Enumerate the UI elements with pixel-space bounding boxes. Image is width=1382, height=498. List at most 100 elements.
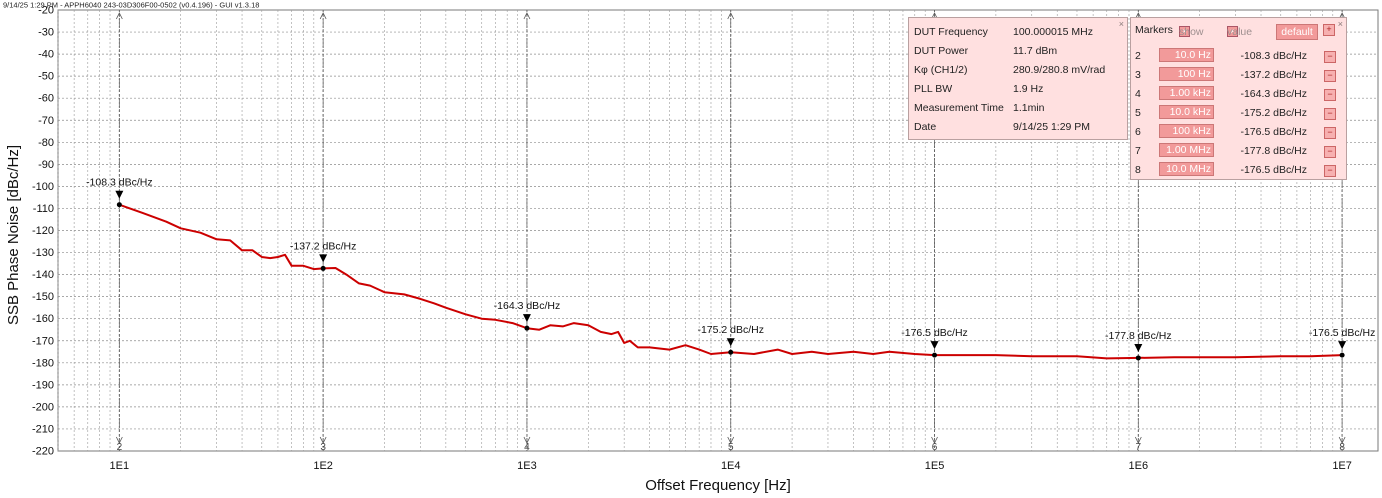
header-title: 9/14/25 1:29 PM - APPH6040 243-03D306F00…: [3, 1, 259, 10]
info-value: 100.000015 MHz: [1013, 26, 1093, 38]
x-tick-label: 1E2: [313, 460, 333, 472]
marker-value: -177.8 dBc/Hz: [1240, 145, 1307, 157]
marker-triangle[interactable]: [319, 254, 328, 263]
show-checkbox-icon[interactable]: ×: [1179, 26, 1190, 37]
marker-value-label: -175.2 dBc/Hz: [697, 324, 764, 336]
info-close-icon[interactable]: ×: [1118, 19, 1124, 29]
marker-frequency-input[interactable]: 100 kHz: [1159, 124, 1214, 138]
marker-value-label: -108.3 dBc/Hz: [86, 177, 153, 189]
markers-layer: -108.3 dBc/Hz -137.2 dBc/Hz -164.3 dBc/Hz -…: [86, 177, 1375, 361]
y-tick-label: -50: [38, 71, 54, 83]
marker-triangle[interactable]: [930, 341, 939, 350]
markers-header: Markers × show × value default +: [1135, 22, 1335, 40]
measurement-info-panel: × DUT Frequency 100.000015 MHz DUT Power…: [908, 17, 1128, 140]
info-value: 1.9 Hz: [1013, 83, 1044, 95]
marker-bottom-id: 7: [1136, 442, 1142, 453]
marker-value: -137.2 dBc/Hz: [1240, 69, 1307, 81]
x-tick-labels: 1E1 1E2 1E3 1E4 1E5 1E6 1E7: [110, 460, 1352, 472]
marker-triangle[interactable]: [1338, 341, 1347, 350]
marker-bottom-arrow: [115, 436, 123, 444]
y-tick-label: -130: [32, 247, 54, 259]
marker-bottom-arrow: [727, 436, 735, 444]
default-button[interactable]: default: [1276, 24, 1318, 40]
y-tick-label: -40: [38, 49, 54, 61]
x-axis-label: Offset Frequency [Hz]: [645, 477, 791, 494]
show-label: show: [1179, 26, 1204, 38]
info-label: PLL BW: [914, 83, 953, 95]
marker-row-6: 6 100 kHz -176.5 dBc/Hz −: [1131, 123, 1346, 141]
marker-value: -108.3 dBc/Hz: [1240, 50, 1307, 62]
x-tick-label: 1E3: [517, 460, 537, 472]
marker-triangle[interactable]: [115, 190, 124, 199]
marker-bottom-arrow: [1338, 436, 1346, 444]
marker-frequency-input[interactable]: 10.0 MHz: [1159, 162, 1214, 176]
value-checkbox-icon[interactable]: ×: [1227, 26, 1238, 37]
marker-id: 6: [1135, 126, 1141, 138]
remove-marker-icon[interactable]: −: [1324, 51, 1336, 63]
y-tick-label: -100: [32, 181, 54, 193]
marker-bottom-id: 6: [932, 442, 938, 453]
y-axis-label: SSB Phase Noise [dBc/Hz]: [5, 145, 22, 325]
info-label: Date: [914, 121, 937, 133]
remove-marker-icon[interactable]: −: [1324, 146, 1336, 158]
marker-dot: [1339, 352, 1345, 358]
marker-id: 7: [1135, 145, 1141, 157]
info-label: DUT Frequency: [914, 26, 988, 38]
marker-bottom-id: 4: [524, 442, 530, 453]
marker-id: 2: [1135, 50, 1141, 62]
y-tick-label: -160: [32, 313, 54, 325]
info-label: DUT Power: [914, 45, 969, 57]
marker-top-arrow: [523, 12, 531, 20]
marker-frequency-input[interactable]: 1.00 MHz: [1159, 143, 1214, 157]
remove-marker-icon[interactable]: −: [1324, 108, 1336, 120]
info-label: Kφ (CH1/2): [914, 64, 968, 76]
y-tick-label: -80: [38, 137, 54, 149]
remove-marker-icon[interactable]: −: [1324, 165, 1336, 177]
y-tick-label: -190: [32, 379, 54, 391]
marker-frequency-input[interactable]: 10.0 Hz: [1159, 48, 1214, 62]
marker-value: -176.5 dBc/Hz: [1240, 126, 1307, 138]
marker-bottom-id: 8: [1339, 442, 1345, 453]
marker-bottom-arrow: [319, 436, 327, 444]
marker-value: -175.2 dBc/Hz: [1240, 107, 1307, 119]
marker-row-4: 4 1.00 kHz -164.3 dBc/Hz −: [1131, 85, 1346, 103]
y-tick-label: -30: [38, 27, 54, 39]
y-tick-label: -140: [32, 269, 54, 281]
marker-value-label: -176.5 dBc/Hz: [901, 327, 968, 339]
trace-layer: [118, 203, 1343, 360]
y-tick-label: -200: [32, 401, 54, 413]
info-value: 11.7 dBm: [1013, 45, 1058, 57]
marker-value: -176.5 dBc/Hz: [1240, 164, 1307, 176]
x-tick-label: 1E1: [110, 460, 130, 472]
marker-value-label: -164.3 dBc/Hz: [494, 300, 561, 312]
marker-id: 4: [1135, 88, 1141, 100]
marker-value: -164.3 dBc/Hz: [1240, 88, 1307, 100]
marker-triangle[interactable]: [522, 314, 531, 323]
add-marker-icon[interactable]: +: [1323, 24, 1335, 36]
marker-frequency-input[interactable]: 1.00 kHz: [1159, 86, 1214, 100]
marker-triangle[interactable]: [726, 338, 735, 347]
marker-value-label: -176.5 dBc/Hz: [1309, 327, 1376, 339]
value-label: value: [1227, 26, 1253, 38]
y-tick-label: -70: [38, 115, 54, 127]
x-tick-label: 1E5: [925, 460, 945, 472]
marker-bottom-arrow: [523, 436, 531, 444]
marker-triangle[interactable]: [1134, 343, 1143, 352]
marker-frequency-input[interactable]: 100 Hz: [1159, 67, 1214, 81]
remove-marker-icon[interactable]: −: [1324, 89, 1336, 101]
markers-close-icon[interactable]: ×: [1337, 19, 1343, 29]
marker-frequency-input[interactable]: 10.0 kHz: [1159, 105, 1214, 119]
marker-bottom-id: 5: [728, 442, 734, 453]
marker-id: 3: [1135, 69, 1141, 81]
marker-top-arrow: [115, 12, 123, 20]
remove-marker-icon[interactable]: −: [1324, 127, 1336, 139]
marker-row-3: 3 100 Hz -137.2 dBc/Hz −: [1131, 66, 1346, 84]
x-tick-label: 1E6: [1129, 460, 1149, 472]
marker-bottom-id: 3: [320, 442, 326, 453]
info-value: 1.1min: [1013, 102, 1045, 114]
marker-row-5: 5 10.0 kHz -175.2 dBc/Hz −: [1131, 104, 1346, 122]
marker-id: 8: [1135, 164, 1141, 176]
marker-dot: [524, 325, 530, 331]
remove-marker-icon[interactable]: −: [1324, 70, 1336, 82]
marker-value-label: -177.8 dBc/Hz: [1105, 330, 1172, 342]
